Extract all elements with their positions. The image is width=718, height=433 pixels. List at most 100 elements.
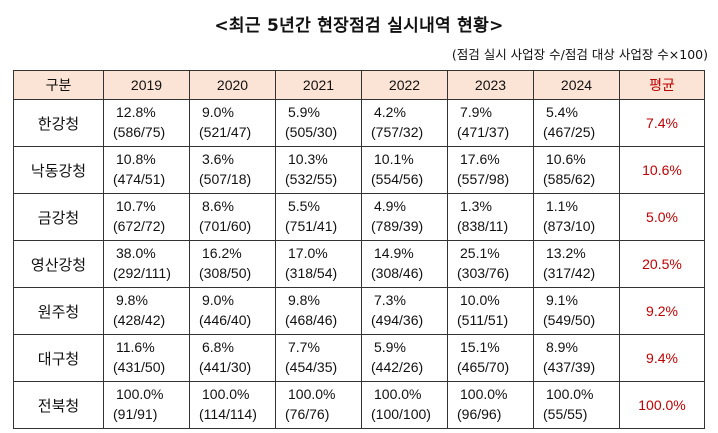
region-name: 전북청 — [13, 381, 104, 429]
inspection-count: (292/111) — [113, 265, 171, 281]
average-rate: 7.4% — [619, 99, 705, 147]
formula-note: (점검 실시 사업장 수/점검 대상 사업장 수×100) — [451, 47, 708, 62]
year-cell: 17.6% (557/98) — [447, 146, 534, 194]
year-cell: 7.7% (454/35) — [275, 334, 362, 382]
inspection-count: (91/91) — [113, 406, 158, 422]
year-cell: 3.6% (507/18) — [189, 146, 276, 194]
year-cell: 4.9% (789/39) — [361, 193, 448, 241]
inspection-rate: 7.9% — [460, 104, 492, 120]
inspection-rate: 38.0% — [116, 245, 156, 261]
inspection-count: (586/75) — [113, 124, 166, 140]
year-cell: 100.0% (76/76) — [275, 381, 362, 429]
inspection-rate: 8.9% — [546, 339, 578, 355]
inspection-count: (873/10) — [543, 218, 596, 234]
region-name: 한강청 — [13, 99, 104, 147]
region-name: 영산강청 — [13, 240, 104, 288]
inspection-count: (467/25) — [543, 124, 596, 140]
table-row: 전북청 100.0% (91/91) 100.0% (114/114) 100.0% (76… — [13, 381, 705, 429]
year-cell: 4.2% (757/32) — [361, 99, 448, 147]
inspection-count: (789/39) — [371, 218, 424, 234]
year-cell: 7.9% (471/37) — [447, 99, 534, 147]
year-cell: 1.1% (873/10) — [533, 193, 620, 241]
inspection-rate: 10.6% — [546, 151, 586, 167]
inspection-count: (468/46) — [285, 312, 338, 328]
table-row: 낙동강청 10.8% (474/51) 3.6% (507/18) 10.3% (532/5… — [13, 146, 705, 194]
year-cell: 12.8% (586/75) — [103, 99, 190, 147]
year-cell: 10.1% (554/56) — [361, 146, 448, 194]
inspection-rate: 12.8% — [116, 104, 156, 120]
inspection-rate: 5.4% — [546, 104, 578, 120]
inspection-count: (465/70) — [457, 359, 510, 375]
inspection-count: (308/50) — [199, 265, 252, 281]
table-row: 금강청 10.7% (672/72) 8.6% (701/60) 5.5% (751/41)… — [13, 193, 705, 241]
inspection-count: (757/32) — [371, 124, 424, 140]
region-name: 대구청 — [13, 334, 104, 382]
inspection-count: (428/42) — [113, 312, 166, 328]
header-year: 2021 — [275, 70, 362, 100]
inspection-count: (494/36) — [371, 312, 424, 328]
inspection-rate: 17.6% — [460, 151, 500, 167]
inspection-count: (471/37) — [457, 124, 510, 140]
header-year: 2022 — [361, 70, 448, 100]
inspection-count: (100/100) — [371, 406, 431, 422]
inspection-rate: 10.7% — [116, 198, 156, 214]
inspection-count: (507/18) — [199, 171, 252, 187]
year-cell: 8.9% (437/39) — [533, 334, 620, 382]
year-cell: 100.0% (96/96) — [447, 381, 534, 429]
inspection-rate: 100.0% — [116, 386, 164, 402]
inspection-count: (446/40) — [199, 312, 252, 328]
average-rate: 9.4% — [619, 334, 705, 382]
table-row: 한강청 12.8% (586/75) 9.0% (521/47) 5.9% (505/30)… — [13, 99, 705, 147]
year-cell: 10.3% (532/55) — [275, 146, 362, 194]
year-cell: 100.0% (114/114) — [189, 381, 276, 429]
inspection-count: (55/55) — [543, 406, 588, 422]
year-cell: 7.3% (494/36) — [361, 287, 448, 335]
inspection-count: (838/11) — [457, 218, 509, 234]
year-cell: 100.0% (91/91) — [103, 381, 190, 429]
header-year: 2024 — [533, 70, 620, 100]
header-average: 평균 — [619, 70, 705, 100]
inspection-rate: 14.9% — [374, 245, 414, 261]
inspection-count: (317/42) — [543, 265, 596, 281]
year-cell: 9.8% (468/46) — [275, 287, 362, 335]
inspection-rate: 7.7% — [288, 339, 320, 355]
inspection-count: (672/72) — [113, 218, 166, 234]
inspection-count: (554/56) — [371, 171, 424, 187]
year-cell: 9.0% (521/47) — [189, 99, 276, 147]
inspection-count: (549/50) — [543, 312, 596, 328]
year-cell: 5.4% (467/25) — [533, 99, 620, 147]
year-cell: 9.8% (428/42) — [103, 287, 190, 335]
inspection-table: 구분 2019 2020 2021 2022 2023 2024 평균 한강청 1… — [13, 70, 705, 429]
year-cell: 16.2% (308/50) — [189, 240, 276, 288]
inspection-rate: 3.6% — [202, 151, 234, 167]
year-cell: 1.3% (838/11) — [447, 193, 534, 241]
inspection-rate: 100.0% — [460, 386, 508, 402]
year-cell: 100.0% (55/55) — [533, 381, 620, 429]
inspection-count: (585/62) — [543, 171, 596, 187]
inspection-rate: 16.2% — [202, 245, 242, 261]
inspection-rate: 17.0% — [288, 245, 328, 261]
average-rate: 20.5% — [619, 240, 705, 288]
year-cell: 10.6% (585/62) — [533, 146, 620, 194]
year-cell: 13.2% (317/42) — [533, 240, 620, 288]
year-cell: 10.7% (672/72) — [103, 193, 190, 241]
header-category: 구분 — [13, 70, 104, 100]
inspection-count: (114/114) — [199, 406, 257, 422]
header-year: 2023 — [447, 70, 534, 100]
average-rate: 100.0% — [619, 381, 705, 429]
inspection-count: (318/54) — [285, 265, 338, 281]
inspection-count: (701/60) — [199, 218, 252, 234]
inspection-rate: 100.0% — [546, 386, 594, 402]
year-cell: 100.0% (100/100) — [361, 381, 448, 429]
year-cell: 5.5% (751/41) — [275, 193, 362, 241]
inspection-rate: 5.9% — [288, 104, 320, 120]
inspection-count: (751/41) — [285, 218, 338, 234]
inspection-rate: 9.0% — [202, 104, 234, 120]
year-cell: 5.9% (505/30) — [275, 99, 362, 147]
year-cell: 14.9% (308/46) — [361, 240, 448, 288]
inspection-rate: 4.9% — [374, 198, 406, 214]
inspection-rate: 6.8% — [202, 339, 234, 355]
year-cell: 5.9% (442/26) — [361, 334, 448, 382]
year-cell: 9.0% (446/40) — [189, 287, 276, 335]
inspection-rate: 10.1% — [374, 151, 414, 167]
